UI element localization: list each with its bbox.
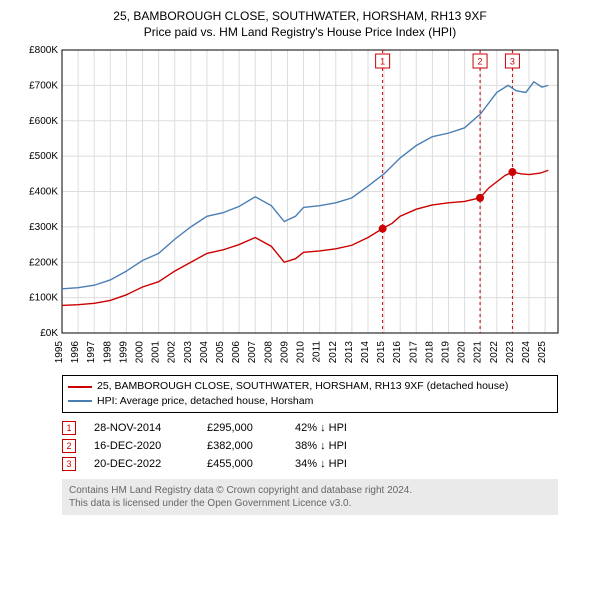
- legend-label-hpi: HPI: Average price, detached house, Hors…: [97, 395, 313, 408]
- svg-text:£200K: £200K: [29, 258, 58, 269]
- sale-row: 1 28-NOV-2014 £295,000 42% ↓ HPI: [62, 421, 558, 435]
- svg-text:2012: 2012: [328, 341, 339, 364]
- sale-date: 20-DEC-2022: [94, 458, 189, 470]
- svg-text:2018: 2018: [424, 341, 435, 364]
- line-chart-svg: £0K £100K £200K £300K £400K £500K £600K £700K £8…: [12, 44, 572, 369]
- chart-area: £0K £100K £200K £300K £400K £500K £600K £700K £8…: [12, 44, 588, 369]
- svg-text:2023: 2023: [505, 341, 516, 364]
- svg-text:2006: 2006: [231, 341, 242, 364]
- svg-text:£400K: £400K: [29, 187, 58, 198]
- svg-text:£800K: £800K: [29, 45, 58, 56]
- svg-text:£700K: £700K: [29, 81, 58, 92]
- svg-text:2014: 2014: [360, 341, 371, 364]
- svg-text:2013: 2013: [344, 341, 355, 364]
- svg-text:2002: 2002: [167, 341, 178, 364]
- footer-line-2: This data is licensed under the Open Gov…: [69, 497, 551, 510]
- sale-date: 28-NOV-2014: [94, 422, 189, 434]
- sale-date: 16-DEC-2020: [94, 440, 189, 452]
- svg-text:2010: 2010: [296, 341, 307, 364]
- sale-row: 3 20-DEC-2022 £455,000 34% ↓ HPI: [62, 457, 558, 471]
- sale-price: £295,000: [207, 422, 277, 434]
- svg-text:£300K: £300K: [29, 222, 58, 233]
- svg-text:2020: 2020: [457, 341, 468, 364]
- sale-price: £382,000: [207, 440, 277, 452]
- svg-text:1999: 1999: [118, 341, 129, 364]
- svg-text:2019: 2019: [440, 341, 451, 364]
- svg-text:2005: 2005: [215, 341, 226, 364]
- svg-text:1: 1: [380, 57, 385, 67]
- svg-text:2021: 2021: [473, 341, 484, 364]
- title-block: 25, BAMBOROUGH CLOSE, SOUTHWATER, HORSHA…: [12, 8, 588, 40]
- legend-box: 25, BAMBOROUGH CLOSE, SOUTHWATER, HORSHA…: [62, 375, 558, 412]
- svg-text:£600K: £600K: [29, 116, 58, 127]
- footer-line-1: Contains HM Land Registry data © Crown c…: [69, 484, 551, 497]
- svg-text:1998: 1998: [102, 341, 113, 364]
- sale-marker-box: 1: [62, 421, 76, 435]
- svg-text:2008: 2008: [263, 341, 274, 364]
- svg-text:2: 2: [478, 57, 483, 67]
- svg-text:2017: 2017: [408, 341, 419, 364]
- svg-text:£100K: £100K: [29, 293, 58, 304]
- legend-swatch-hpi: [68, 400, 92, 402]
- legend-label-property: 25, BAMBOROUGH CLOSE, SOUTHWATER, HORSHA…: [97, 380, 508, 393]
- svg-text:2022: 2022: [489, 341, 500, 364]
- legend-row-hpi: HPI: Average price, detached house, Hors…: [68, 395, 552, 408]
- sale-row: 2 16-DEC-2020 £382,000 38% ↓ HPI: [62, 439, 558, 453]
- footer-attribution: Contains HM Land Registry data © Crown c…: [62, 479, 558, 515]
- svg-text:2025: 2025: [537, 341, 548, 364]
- sale-marker-box: 2: [62, 439, 76, 453]
- svg-text:2001: 2001: [151, 341, 162, 364]
- legend-row-property: 25, BAMBOROUGH CLOSE, SOUTHWATER, HORSHA…: [68, 380, 552, 393]
- svg-text:3: 3: [510, 57, 515, 67]
- sale-price: £455,000: [207, 458, 277, 470]
- svg-text:2016: 2016: [392, 341, 403, 364]
- svg-text:2009: 2009: [279, 341, 290, 364]
- sale-diff: 34% ↓ HPI: [295, 458, 347, 470]
- sale-diff: 38% ↓ HPI: [295, 440, 347, 452]
- svg-text:2007: 2007: [247, 341, 258, 364]
- svg-text:2000: 2000: [135, 341, 146, 364]
- svg-text:1995: 1995: [54, 341, 65, 364]
- svg-text:£0K: £0K: [40, 328, 58, 339]
- chart-card: 25, BAMBOROUGH CLOSE, SOUTHWATER, HORSHA…: [0, 0, 600, 521]
- title-line-2: Price paid vs. HM Land Registry's House …: [12, 24, 588, 40]
- sale-marker-box: 3: [62, 457, 76, 471]
- svg-text:2015: 2015: [376, 341, 387, 364]
- svg-text:1997: 1997: [86, 341, 97, 364]
- title-line-1: 25, BAMBOROUGH CLOSE, SOUTHWATER, HORSHA…: [12, 8, 588, 24]
- svg-text:2004: 2004: [199, 341, 210, 364]
- svg-text:£500K: £500K: [29, 152, 58, 163]
- sale-diff: 42% ↓ HPI: [295, 422, 347, 434]
- svg-text:2003: 2003: [183, 341, 194, 364]
- svg-text:2024: 2024: [521, 341, 532, 364]
- svg-text:1996: 1996: [70, 341, 81, 364]
- svg-text:2011: 2011: [312, 341, 323, 363]
- legend-swatch-property: [68, 386, 92, 388]
- sales-table: 1 28-NOV-2014 £295,000 42% ↓ HPI 2 16-DEC-202…: [62, 421, 558, 471]
